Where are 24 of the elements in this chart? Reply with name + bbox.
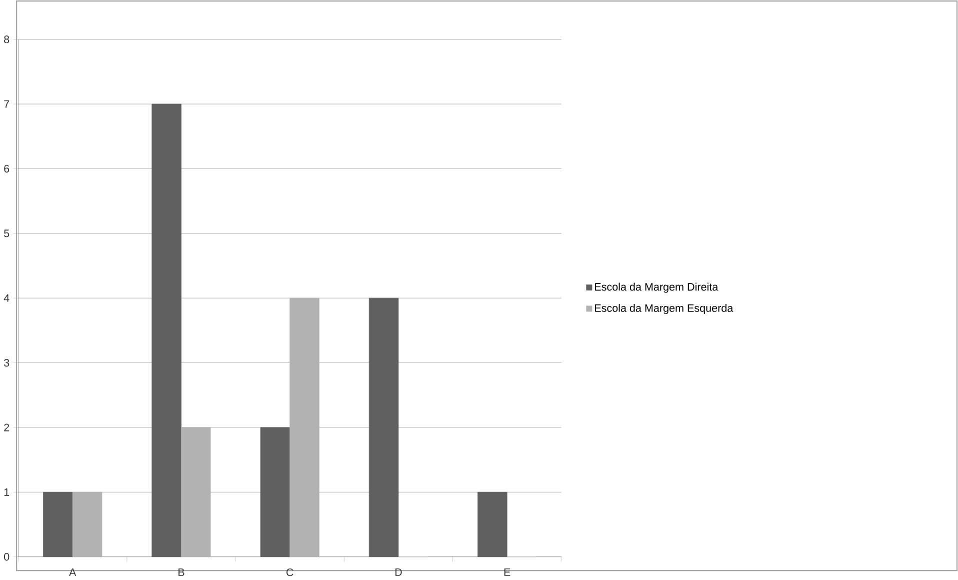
y-tick-label: 6 [4, 165, 10, 173]
bar [260, 427, 290, 558]
y-tick-label: 5 [4, 230, 10, 238]
bar [43, 492, 73, 558]
y-tick-label: 4 [4, 294, 10, 302]
bar [478, 492, 508, 558]
legend-label: Escola da Margem Direita [595, 282, 718, 293]
y-tick-label: 0 [4, 553, 10, 561]
bar [290, 298, 320, 558]
y-tick-label: 8 [4, 36, 10, 44]
x-tick-label: A [69, 568, 76, 576]
bar [368, 298, 399, 558]
x-tick-label: D [395, 568, 402, 576]
bar [181, 427, 211, 558]
y-tick-label: 2 [4, 424, 10, 432]
y-tick-label: 3 [4, 359, 10, 367]
y-tick-label: 1 [4, 488, 10, 496]
x-tick-label: C [286, 568, 294, 576]
y-tick-label: 7 [4, 100, 10, 108]
x-tick-label: E [504, 568, 510, 576]
bar [72, 492, 102, 558]
x-tick-label: B [178, 568, 184, 576]
legend-label: Escola da Margem Esquerda [595, 304, 734, 314]
bar [152, 104, 182, 558]
